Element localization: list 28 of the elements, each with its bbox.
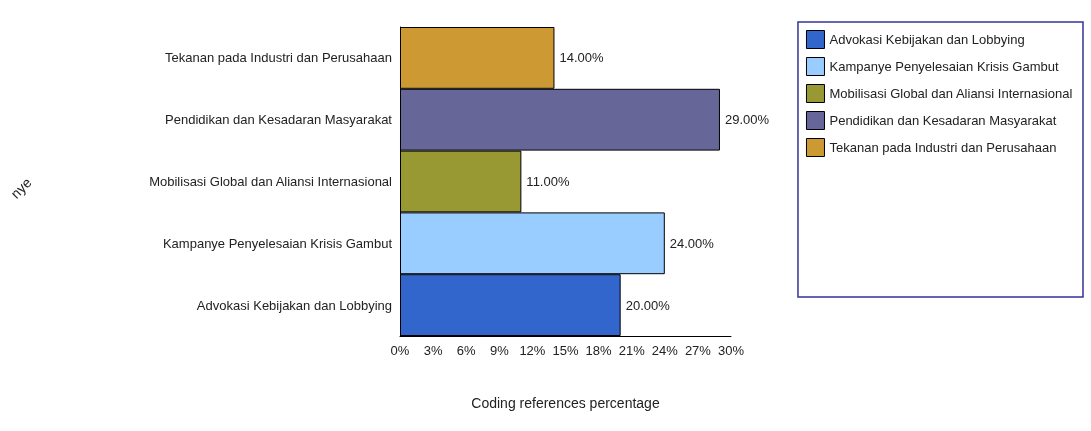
legend-label: Kampanye Penyelesaian Krisis Gambut: [829, 59, 1059, 74]
legend-label: Advokasi Kebijakan dan Lobbying: [829, 32, 1025, 47]
data-label: 20.00%: [625, 297, 671, 313]
x-tick-label: 27%: [684, 343, 712, 358]
legend-label: Mobilisasi Global dan Aliansi Internasional: [829, 86, 1073, 101]
x-tick-label: 30%: [717, 343, 745, 358]
text: nye: [7, 174, 35, 202]
x-tick-label: 15%: [552, 343, 579, 358]
y-tick-label: Mobilisasi Global dan Aliansi Internasional: [149, 174, 393, 189]
y-tick-label: Tekanan pada Industri dan Perusahaan: [165, 50, 392, 66]
legend-label: Tekanan pada Industri dan Perusahaan: [829, 140, 1057, 155]
x-tick-label: 21%: [618, 343, 646, 358]
data-label: 11.00%: [526, 174, 570, 189]
x-axis-title: Coding references percentage: [471, 395, 660, 411]
x-tick-label: 0%: [390, 343, 410, 358]
data-label: 29.00%: [724, 112, 770, 128]
x-tick-label: 12%: [519, 343, 546, 358]
y-tick-label: Pendidikan dan Kesadaran Masyarakat: [165, 112, 393, 128]
x-tick-label: 9%: [489, 343, 510, 358]
y-tick-label: Kampanye Penyelesaian Krisis Gambut: [162, 235, 393, 251]
data-label: 14.00%: [559, 50, 604, 66]
x-tick-label: 3%: [423, 343, 443, 358]
x-tick-label: 6%: [456, 343, 477, 358]
y-tick-label: Advokasi Kebijakan dan Lobbying: [196, 297, 392, 313]
legend-label: Pendidikan dan Kesadaran Masyarakat: [829, 113, 1057, 128]
x-tick-label: 24%: [651, 343, 679, 358]
data-label: 24.00%: [669, 235, 715, 251]
x-tick-label: 18%: [585, 343, 613, 358]
